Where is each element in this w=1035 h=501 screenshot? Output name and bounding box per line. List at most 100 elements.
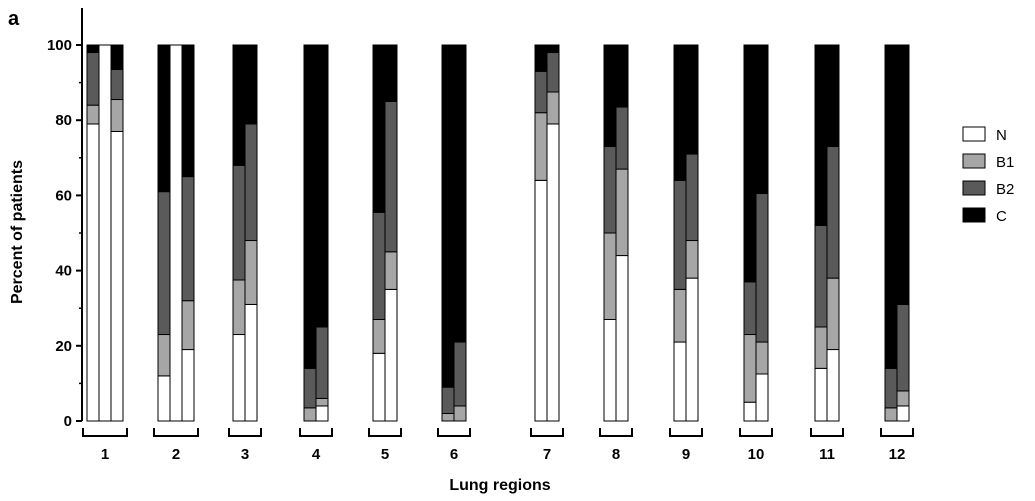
bar-segment-n xyxy=(755,373,769,422)
y-tick-label: 40 xyxy=(55,263,72,280)
x-axis-label: Lung regions xyxy=(449,477,550,494)
bar-segment-b2 xyxy=(896,303,910,392)
x-tick-label: 4 xyxy=(312,446,321,463)
x-tick-label: 9 xyxy=(682,446,690,463)
bar-segment-n xyxy=(244,303,258,422)
bar-segment-b1 xyxy=(896,390,910,407)
bar-segment-n xyxy=(826,349,840,422)
bar-segment-b1 xyxy=(86,104,100,125)
bar-segment-b1 xyxy=(181,300,195,351)
bar-segment-n xyxy=(534,179,548,422)
bar-segment-b1 xyxy=(884,407,898,422)
bar-segment-n xyxy=(372,352,386,422)
x-tick-label: 2 xyxy=(172,446,180,463)
bar-segment-c xyxy=(615,44,629,108)
x-tick-label: 10 xyxy=(748,446,765,463)
bar-segment-b1 xyxy=(814,326,828,369)
category-bracket xyxy=(599,428,633,437)
bar-segment-b1 xyxy=(110,99,124,132)
legend-swatch-c xyxy=(962,207,986,223)
bar-segment-c xyxy=(372,44,386,213)
bar-segment-b2 xyxy=(615,106,629,170)
bar-segment-n xyxy=(98,44,112,422)
legend-label-b2: B2 xyxy=(996,181,1014,198)
bar-segment-b2 xyxy=(743,281,757,336)
bar-segment-n xyxy=(232,334,246,422)
bar-segment-c xyxy=(315,44,329,328)
legend-label-c: C xyxy=(996,208,1007,225)
x-tick-label: 12 xyxy=(889,446,906,463)
bar-segment-c xyxy=(685,44,699,155)
bar-segment-b2 xyxy=(315,326,329,399)
category-bracket xyxy=(82,428,128,437)
bar-segment-b2 xyxy=(157,191,171,336)
bar-segment-b2 xyxy=(244,123,258,242)
y-tick-label: 100 xyxy=(47,37,72,54)
bar-segment-b1 xyxy=(826,277,840,351)
bar-segment-b1 xyxy=(685,240,699,279)
category-bracket xyxy=(530,428,564,437)
bar-segment-n xyxy=(814,367,828,422)
bar-segment-n xyxy=(685,277,699,422)
panel-label: a xyxy=(8,8,20,30)
y-tick-label: 60 xyxy=(55,187,72,204)
legend-label-b1: B1 xyxy=(996,154,1014,171)
bar-segment-c xyxy=(826,44,840,148)
legend-label-n: N xyxy=(996,127,1007,144)
category-bracket xyxy=(153,428,199,437)
category-bracket xyxy=(228,428,262,437)
bar-segment-b2 xyxy=(441,386,455,414)
bar-segment-b1 xyxy=(244,240,258,305)
bar-segment-b2 xyxy=(884,367,898,409)
category-bracket xyxy=(368,428,402,437)
bar-segment-b1 xyxy=(615,168,629,257)
bar-segment-c xyxy=(546,44,560,54)
bar-segment-c xyxy=(244,44,258,125)
bar-segment-c xyxy=(743,44,757,283)
bar-segment-n xyxy=(896,405,910,422)
y-tick-labels: 0 20 40 60 80 100 xyxy=(47,37,72,430)
bar-segment-b2 xyxy=(384,100,398,253)
x-tick-label: 11 xyxy=(819,446,835,463)
category-bracket xyxy=(739,428,773,437)
bar-segment-n xyxy=(603,318,617,422)
bar-segment-b2 xyxy=(453,341,467,407)
bar-segment-c xyxy=(384,44,398,102)
bar-segment-n xyxy=(181,349,195,422)
x-tick-label: 8 xyxy=(612,446,620,463)
bar-segment-b1 xyxy=(755,341,769,375)
bar-segment-n xyxy=(615,255,629,422)
bar-segment-b2 xyxy=(603,146,617,234)
bar-segment-c xyxy=(86,44,100,54)
bar-segment-c xyxy=(814,44,828,226)
bar-segment-b1 xyxy=(546,91,560,125)
bar-segment-c xyxy=(232,44,246,166)
bar-segment-b1 xyxy=(534,112,548,181)
x-tick-label: 5 xyxy=(381,446,389,463)
bar-segment-c xyxy=(896,44,910,305)
category-bracket xyxy=(437,428,471,437)
bar-segment-b2 xyxy=(303,367,317,409)
bar-segment-n xyxy=(157,375,171,422)
bar-segment-b2 xyxy=(826,146,840,279)
category-bracket xyxy=(299,428,333,437)
x-tick-label: 7 xyxy=(543,446,551,463)
bar-segment-n xyxy=(169,44,183,422)
bar-segment-b2 xyxy=(181,176,195,302)
category-bracket xyxy=(669,428,703,437)
x-tick-labels: 1 2 3 4 5 6 7 8 9 10 11 12 xyxy=(101,446,906,463)
bar-segment-n xyxy=(546,123,560,422)
bar-segment-b1 xyxy=(453,405,467,422)
bar-segment-b2 xyxy=(110,68,124,101)
axes xyxy=(76,8,83,422)
y-tick-label: 20 xyxy=(55,338,72,355)
bar-segment-n xyxy=(110,130,124,422)
legend-swatch-n xyxy=(962,126,986,142)
category-bracket xyxy=(880,428,914,437)
bars xyxy=(86,44,910,422)
bar-segment-b2 xyxy=(814,224,828,328)
y-axis-label: Percent of patients xyxy=(9,160,26,304)
bar-segment-b1 xyxy=(232,279,246,336)
x-tick-label: 1 xyxy=(101,446,109,463)
